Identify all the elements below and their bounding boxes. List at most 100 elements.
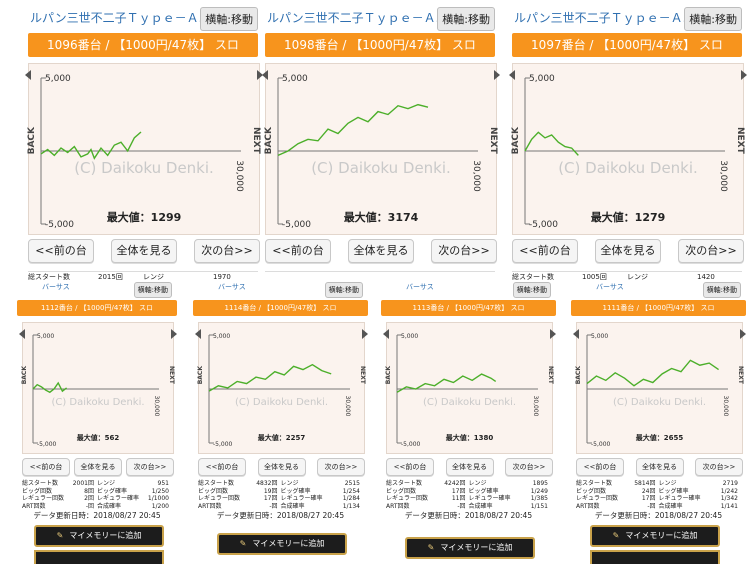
slump-graph: BACK NEXT 5,000 -5,000 30,000 (C) Daikoku Den… <box>19 322 177 454</box>
back-arrow-icon[interactable] <box>195 329 201 339</box>
x-tick-label-right: 30,000 <box>153 396 160 417</box>
stat-cell: 1/254 <box>342 487 360 495</box>
machine-title[interactable]: ルパン三世不二子Ｔｙｐｅ－Ａ... <box>30 11 211 25</box>
memo-icon: ✎ <box>239 539 247 548</box>
next-arrow-icon[interactable] <box>362 329 368 339</box>
next-arrow-icon[interactable] <box>171 329 177 339</box>
x-tick-label-right: 30,000 <box>722 396 729 417</box>
next-machine-button[interactable]: 次の台>> <box>194 239 260 263</box>
view-all-button[interactable]: 全体を見る <box>111 239 177 263</box>
machine-title[interactable]: バーサス <box>406 283 434 291</box>
machine-title[interactable]: ルパン三世不二子Ｔｙｐｅ－Ａ... <box>267 11 448 25</box>
next-label[interactable]: NEXT <box>359 366 366 384</box>
next-arrow-icon[interactable] <box>741 70 747 80</box>
prev-machine-button[interactable]: <<前の台 <box>28 239 94 263</box>
stat-cell: レギュラー回数 <box>576 495 619 502</box>
add-to-mymemory-button[interactable]: ✎ マイメモリーに追加 <box>217 533 347 555</box>
view-all-button[interactable]: 全体を見る <box>257 458 306 476</box>
max-value-label: 最大値：562 <box>77 433 120 442</box>
next-arrow-icon[interactable] <box>257 70 263 80</box>
horizontal-move-button[interactable]: 横軸:移動 <box>702 282 741 298</box>
slump-line <box>586 359 719 387</box>
machine-number-header: 1114番台 / 【1000円/47枚】 スロ <box>193 300 368 316</box>
next-arrow-icon[interactable] <box>550 329 556 339</box>
watermark: (C) Daikoku Denki. <box>423 397 516 408</box>
next-machine-button[interactable]: 次の台>> <box>431 239 497 263</box>
slump-graph: BACK NEXT 5,000 -5,000 30,000 (C) Daikoku Den… <box>573 322 746 454</box>
prev-machine-button[interactable]: <<前の台 <box>386 458 434 476</box>
horizontal-move-button[interactable]: 横軸:移動 <box>133 282 172 298</box>
machine-title[interactable]: バーサス <box>42 283 70 291</box>
next-arrow-icon[interactable] <box>494 70 500 80</box>
prev-machine-button[interactable]: <<前の台 <box>512 239 578 263</box>
next-label[interactable]: NEXT <box>251 127 261 154</box>
y-tick-label-bottom: -5,000 <box>591 441 611 448</box>
horizontal-move-button[interactable]: 横軸:移動 <box>512 282 551 298</box>
next-label[interactable]: NEXT <box>547 366 554 384</box>
prev-machine-button[interactable]: <<前の台 <box>576 458 624 476</box>
stats-partial: 総スタート数 1005回 レンジ 1420 <box>512 273 742 281</box>
y-tick-label-bottom: -5,000 <box>45 220 74 230</box>
machine-title[interactable]: ルパン三世不二子Ｔｙｐｅ－Ａ... <box>514 11 695 25</box>
prev-machine-button[interactable]: <<前の台 <box>198 458 246 476</box>
prev-machine-button[interactable]: <<前の台 <box>22 458 70 476</box>
y-tick-label-top: 5,000 <box>591 333 608 340</box>
next-machine-button[interactable]: 次の台>> <box>505 458 553 476</box>
prev-machine-button[interactable]: <<前の台 <box>265 239 331 263</box>
back-arrow-icon[interactable] <box>262 70 268 80</box>
next-machine-button[interactable]: 次の台>> <box>695 458 743 476</box>
mymemory-label: マイメモリーに追加 <box>69 531 142 540</box>
view-all-button[interactable]: 全体を見る <box>445 458 494 476</box>
next-machine-button[interactable]: 次の台>> <box>126 458 174 476</box>
stat-cell: -回 <box>85 502 94 510</box>
stat-cell: ART回数 <box>576 502 600 510</box>
add-to-mymemory-button[interactable]: ✎ マイメモリーに追加 <box>405 537 535 559</box>
divider <box>265 271 495 272</box>
back-arrow-icon[interactable] <box>383 329 389 339</box>
stat-cell: 総スタート数 <box>576 480 613 487</box>
stat-cell: 1/141 <box>720 502 738 510</box>
machine-title[interactable]: バーサス <box>596 283 624 291</box>
watermark: (C) Daikoku Denki. <box>235 397 328 408</box>
add-to-mymemory-button[interactable]: ✎ マイメモリーに追加 <box>590 525 720 547</box>
next-machine-button[interactable]: 次の台>> <box>678 239 744 263</box>
stats-table: 総スタート数 5814回 レンジ 2719 ビッグ回数 24回 ビッグ確率 1/242 レギュラ… <box>576 480 741 510</box>
y-tick-label-bottom: -5,000 <box>529 220 558 230</box>
stat-cell: -回 <box>457 502 466 510</box>
graph-canvas: 5,000 -5,000 30,000 (C) Daikoku Denki. 最大値：1… <box>524 74 728 230</box>
view-all-button[interactable]: 全体を見る <box>348 239 414 263</box>
back-arrow-icon[interactable] <box>573 329 579 339</box>
view-all-button[interactable]: 全体を見る <box>74 458 122 476</box>
horizontal-move-button[interactable]: 横軸:移動 <box>684 7 742 31</box>
slump-line <box>40 131 142 160</box>
machine-title[interactable]: バーサス <box>218 283 246 291</box>
stat-cell: 1/1000 <box>147 495 169 502</box>
next-label[interactable]: NEXT <box>735 127 745 154</box>
y-tick-label-top: 5,000 <box>282 74 308 84</box>
next-label[interactable]: NEXT <box>737 366 744 384</box>
memo-icon: ✎ <box>56 531 64 540</box>
stat-cell: 総スタート数 <box>22 480 59 487</box>
stat-cell: ビッグ確率 <box>97 487 128 495</box>
top-panel: ルパン三世不二子Ｔｙｐｅ－Ａ... 横軸:移動 1098番台 / 【1000円/47… <box>262 5 500 275</box>
slump-line <box>32 381 68 394</box>
mymemory-button-partial <box>34 550 164 564</box>
stats-row: ビッグ回数 19回 ビッグ確率 1/254 <box>198 488 363 496</box>
next-machine-button[interactable]: 次の台>> <box>317 458 365 476</box>
stat-cell: 5814回 <box>634 480 656 487</box>
horizontal-move-button[interactable]: 横軸:移動 <box>324 282 363 298</box>
stats-row: ART回数 -回 合成確率 1/200 <box>22 503 172 511</box>
next-label[interactable]: NEXT <box>488 127 498 154</box>
slump-graph: BACK NEXT 5,000 -5,000 30,000 (C) Daikoku Den… <box>509 63 747 235</box>
back-arrow-icon[interactable] <box>25 70 31 80</box>
add-to-mymemory-button[interactable]: ✎ マイメモリーに追加 <box>34 525 164 547</box>
view-all-button[interactable]: 全体を見る <box>595 239 661 263</box>
view-all-button[interactable]: 全体を見る <box>635 458 684 476</box>
horizontal-move-button[interactable]: 横軸:移動 <box>200 7 258 31</box>
next-label[interactable]: NEXT <box>168 366 175 384</box>
back-arrow-icon[interactable] <box>509 70 515 80</box>
next-arrow-icon[interactable] <box>740 329 746 339</box>
horizontal-move-button[interactable]: 横軸:移動 <box>437 7 495 31</box>
back-arrow-icon[interactable] <box>19 329 25 339</box>
stats-row: レギュラー回数 17回 レギュラー確率 1/284 <box>198 495 363 503</box>
